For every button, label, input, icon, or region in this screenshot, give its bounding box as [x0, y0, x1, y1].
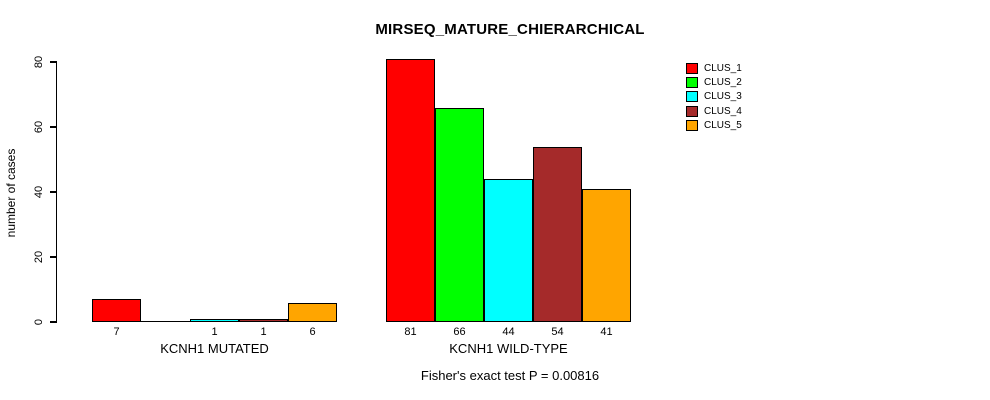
- y-axis-tick-label: 60: [33, 120, 45, 134]
- y-axis-tick: [50, 256, 57, 258]
- y-axis-tick: [50, 61, 57, 63]
- y-axis-tick-label: 0: [33, 318, 45, 326]
- annotation-text: Fisher's exact test P = 0.00816: [420, 368, 600, 383]
- bar-CLUS_1-group2: [386, 58, 435, 322]
- y-axis-tick-label: 40: [33, 185, 45, 199]
- bar-CLUS_3-group1: [190, 318, 239, 322]
- legend-label: CLUS_3: [704, 91, 742, 103]
- bar-value-label: 54: [551, 326, 564, 338]
- bar-CLUS_2-group1-zero: [141, 320, 190, 322]
- x-group-label: KCNH1 MUTATED: [160, 341, 269, 356]
- bar-CLUS_5-group1: [288, 302, 337, 322]
- legend-color-swatch: [686, 77, 698, 89]
- legend-color-swatch: [686, 105, 698, 117]
- legend-item: CLUS_4: [686, 105, 742, 117]
- legend-item: CLUS_3: [686, 91, 742, 103]
- bar-value-label: 81: [404, 326, 417, 338]
- bar-value-label: 44: [502, 326, 515, 338]
- bar-CLUS_1-group1: [92, 299, 141, 322]
- bar-value-label: 6: [309, 326, 316, 338]
- bar-CLUS_2-group2: [435, 107, 484, 322]
- legend-label: CLUS_4: [704, 105, 742, 117]
- y-axis-tick-label: 80: [33, 55, 45, 69]
- x-group-label: KCNH1 WILD-TYPE: [449, 341, 568, 356]
- legend-color-swatch: [686, 63, 698, 74]
- y-axis-tick: [50, 191, 57, 193]
- bar-CLUS_4-group1: [239, 318, 288, 322]
- y-axis-tick: [50, 126, 57, 128]
- bar-value-label: 66: [453, 326, 466, 338]
- bar-CLUS_5-group2: [582, 188, 631, 322]
- legend-color-swatch: [686, 91, 698, 103]
- bar-value-label: 7: [113, 326, 120, 338]
- y-axis-tick-label: 20: [33, 250, 45, 264]
- legend-item: CLUS_2: [686, 77, 742, 89]
- chart-title: MIRSEQ_MATURE_CHIERARCHICAL: [375, 21, 645, 38]
- legend-item: CLUS_5: [686, 119, 742, 131]
- y-axis-tick: [50, 321, 57, 323]
- legend-item: CLUS_1: [686, 63, 742, 74]
- legend-color-swatch: [686, 119, 698, 131]
- legend-label: CLUS_5: [704, 119, 742, 131]
- bar-CLUS_3-group2: [484, 179, 533, 322]
- bar-value-label: 1: [211, 326, 218, 338]
- bar-CLUS_4-group2: [533, 146, 582, 322]
- bar-value-label: 1: [260, 326, 267, 338]
- legend-label: CLUS_2: [704, 77, 742, 89]
- legend: CLUS_1 CLUS_2 CLUS_3 CLUS_4 CLUS_5: [686, 63, 742, 134]
- bar-value-label: 41: [600, 326, 613, 338]
- legend-label: CLUS_1: [704, 63, 742, 74]
